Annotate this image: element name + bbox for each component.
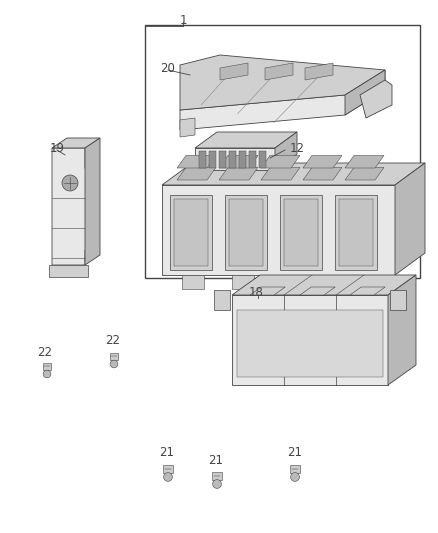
Polygon shape bbox=[390, 290, 406, 310]
Polygon shape bbox=[177, 156, 216, 168]
Circle shape bbox=[62, 175, 78, 191]
Polygon shape bbox=[350, 287, 385, 295]
Polygon shape bbox=[162, 163, 425, 185]
Polygon shape bbox=[195, 132, 297, 148]
Polygon shape bbox=[52, 148, 90, 265]
Polygon shape bbox=[232, 275, 416, 295]
Polygon shape bbox=[250, 287, 285, 295]
Polygon shape bbox=[265, 63, 293, 80]
Polygon shape bbox=[43, 363, 51, 370]
Text: 21: 21 bbox=[287, 447, 303, 459]
Polygon shape bbox=[300, 287, 335, 295]
Polygon shape bbox=[180, 118, 195, 137]
Polygon shape bbox=[280, 195, 322, 270]
Polygon shape bbox=[249, 151, 256, 168]
Polygon shape bbox=[214, 290, 230, 310]
Circle shape bbox=[212, 480, 221, 488]
Polygon shape bbox=[219, 167, 258, 180]
Polygon shape bbox=[275, 132, 297, 170]
Text: 19: 19 bbox=[49, 141, 64, 155]
Polygon shape bbox=[261, 167, 300, 180]
Circle shape bbox=[164, 473, 173, 481]
Polygon shape bbox=[110, 353, 118, 360]
Circle shape bbox=[290, 473, 300, 481]
Polygon shape bbox=[237, 310, 383, 377]
Polygon shape bbox=[174, 199, 208, 266]
Text: 12: 12 bbox=[290, 141, 304, 155]
Polygon shape bbox=[303, 156, 342, 168]
Polygon shape bbox=[388, 275, 416, 385]
Polygon shape bbox=[360, 80, 392, 118]
Polygon shape bbox=[209, 151, 216, 168]
Polygon shape bbox=[335, 195, 377, 270]
Text: 21: 21 bbox=[208, 454, 223, 466]
Polygon shape bbox=[339, 199, 373, 266]
Text: 21: 21 bbox=[159, 447, 174, 459]
Polygon shape bbox=[199, 151, 206, 168]
Polygon shape bbox=[382, 275, 404, 289]
Polygon shape bbox=[182, 275, 204, 289]
Text: 20: 20 bbox=[161, 61, 176, 75]
Polygon shape bbox=[303, 167, 342, 180]
Circle shape bbox=[43, 370, 51, 378]
Text: 18: 18 bbox=[248, 287, 263, 300]
Polygon shape bbox=[170, 195, 212, 270]
Polygon shape bbox=[162, 185, 395, 275]
Polygon shape bbox=[212, 472, 222, 480]
Polygon shape bbox=[229, 199, 263, 266]
Polygon shape bbox=[180, 55, 385, 110]
Polygon shape bbox=[345, 167, 384, 180]
Polygon shape bbox=[220, 63, 248, 80]
Polygon shape bbox=[239, 151, 246, 168]
Polygon shape bbox=[180, 70, 385, 130]
Polygon shape bbox=[345, 70, 385, 115]
Polygon shape bbox=[261, 156, 300, 168]
Polygon shape bbox=[345, 156, 384, 168]
Polygon shape bbox=[290, 465, 300, 473]
Polygon shape bbox=[225, 195, 267, 270]
Text: 1: 1 bbox=[179, 13, 187, 27]
Polygon shape bbox=[305, 63, 333, 80]
Polygon shape bbox=[259, 151, 266, 168]
Text: 22: 22 bbox=[106, 335, 120, 348]
Polygon shape bbox=[282, 275, 304, 289]
Polygon shape bbox=[229, 151, 236, 168]
Polygon shape bbox=[219, 151, 226, 168]
Polygon shape bbox=[219, 156, 258, 168]
Polygon shape bbox=[177, 167, 216, 180]
Polygon shape bbox=[163, 465, 173, 473]
Text: 22: 22 bbox=[38, 346, 53, 359]
Polygon shape bbox=[395, 163, 425, 275]
Polygon shape bbox=[284, 199, 318, 266]
Polygon shape bbox=[195, 148, 275, 170]
Bar bbox=[145, 25, 420, 278]
Polygon shape bbox=[332, 275, 354, 289]
Polygon shape bbox=[232, 275, 254, 289]
Polygon shape bbox=[52, 138, 100, 148]
Polygon shape bbox=[49, 265, 88, 277]
Polygon shape bbox=[85, 138, 100, 265]
Polygon shape bbox=[232, 295, 388, 385]
Circle shape bbox=[110, 360, 118, 368]
